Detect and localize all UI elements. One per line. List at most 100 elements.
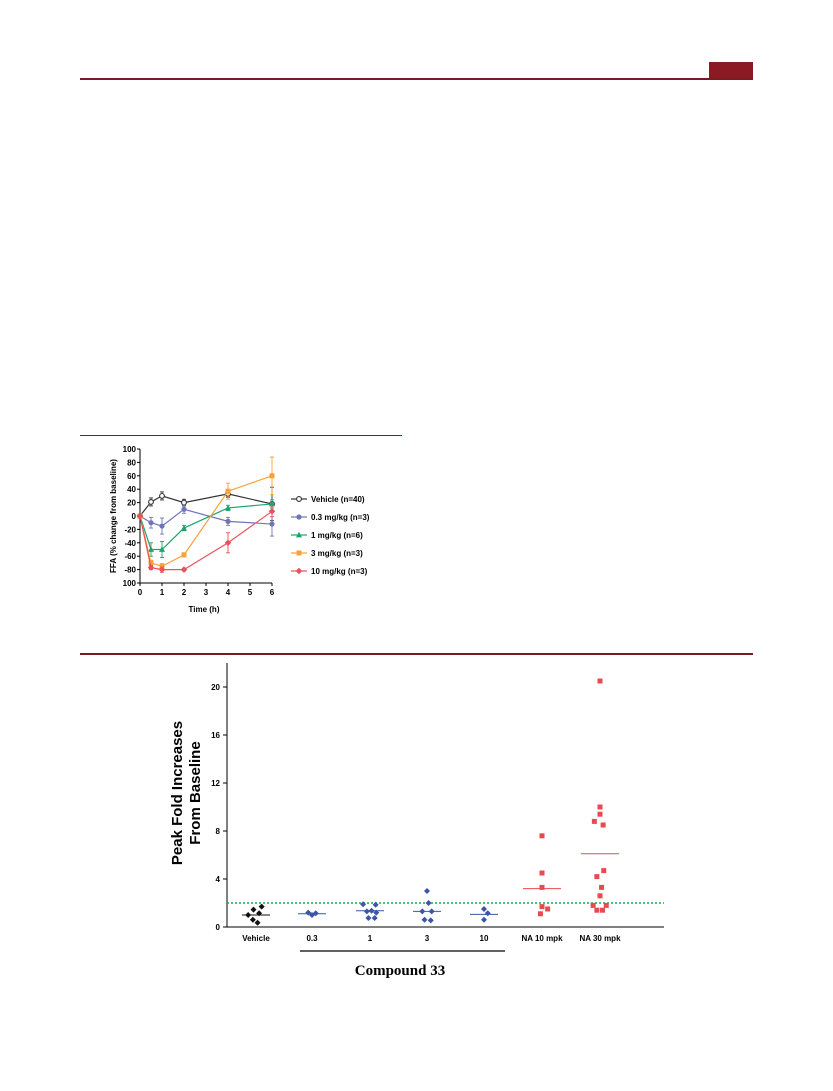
data-point xyxy=(225,518,231,524)
legend-marker xyxy=(296,531,302,538)
series-line xyxy=(139,493,273,517)
y-tick-label: 60 xyxy=(127,472,136,481)
data-point xyxy=(268,508,276,515)
figure2-top-rule xyxy=(80,653,753,655)
y-tick-label: 12 xyxy=(211,779,220,788)
group-5 xyxy=(523,833,561,917)
data-point xyxy=(600,822,606,828)
data-point xyxy=(481,906,487,912)
data-point xyxy=(597,804,603,810)
data-point xyxy=(250,906,257,913)
data-point xyxy=(590,902,596,908)
x-tick-label: 1 xyxy=(160,588,165,597)
data-point xyxy=(537,911,543,917)
data-point xyxy=(601,868,607,874)
header-rule xyxy=(80,78,753,80)
legend-label: 1 mg/kg (n=6) xyxy=(311,531,363,540)
data-point xyxy=(365,915,372,921)
header-tab xyxy=(709,62,753,78)
y-tick-label: -20 xyxy=(124,525,136,534)
data-point xyxy=(594,874,600,880)
group-2 xyxy=(356,901,384,921)
y-tick-label: 40 xyxy=(127,485,136,494)
data-point xyxy=(136,512,144,520)
y-tick-label: -60 xyxy=(124,552,136,561)
data-point xyxy=(312,910,319,917)
series-line xyxy=(139,503,273,551)
data-point xyxy=(597,893,603,899)
data-point xyxy=(254,919,261,926)
group-6 xyxy=(581,678,619,913)
data-point xyxy=(225,488,231,494)
data-point xyxy=(159,523,165,529)
data-point xyxy=(159,563,165,569)
data-point xyxy=(180,566,188,573)
group-label: Compound 33 xyxy=(355,963,445,979)
category-label: 10 xyxy=(480,934,489,943)
group-0 xyxy=(242,903,270,926)
data-point xyxy=(159,492,165,499)
data-point xyxy=(371,915,378,921)
data-point xyxy=(481,916,487,923)
legend-item-3: 3 mg/kg (n=3) xyxy=(291,549,363,558)
data-point xyxy=(539,833,545,839)
data-point xyxy=(305,909,312,916)
legend-item-0: Vehicle (n=40) xyxy=(291,495,365,504)
data-point xyxy=(148,498,154,505)
data-point xyxy=(594,907,600,913)
data-point xyxy=(427,917,434,924)
legend-marker xyxy=(296,496,302,502)
data-point xyxy=(148,520,154,526)
y-tick-label: 20 xyxy=(127,499,136,508)
x-tick-label: 6 xyxy=(270,588,275,597)
category-label: 3 xyxy=(425,934,430,943)
data-point xyxy=(539,904,545,910)
group-1 xyxy=(298,909,326,918)
x-tick-label: 4 xyxy=(226,588,231,597)
data-point xyxy=(539,870,545,876)
data-point xyxy=(224,539,232,547)
y-tick-label: 16 xyxy=(211,731,220,740)
category-label: 1 xyxy=(368,934,373,943)
y-tick-label: 0 xyxy=(132,512,137,521)
series-3 xyxy=(137,456,275,570)
data-point xyxy=(603,902,609,908)
x-tick-label: 0 xyxy=(138,588,143,597)
legend-label: 3 mg/kg (n=3) xyxy=(311,549,363,558)
category-label: 0.3 xyxy=(306,934,318,943)
data-point xyxy=(425,900,432,906)
x-axis-label: Time (h) xyxy=(189,605,220,614)
y-tick-label: 4 xyxy=(216,875,221,884)
data-point xyxy=(159,546,165,552)
y-tick-label: 8 xyxy=(216,827,221,836)
group-4 xyxy=(470,906,498,923)
data-point xyxy=(148,546,154,552)
data-point xyxy=(545,906,551,912)
data-point xyxy=(158,566,166,573)
y-tick-label: -80 xyxy=(124,566,136,575)
data-point xyxy=(424,888,430,894)
data-point xyxy=(419,908,426,915)
series-line xyxy=(139,475,273,567)
data-point xyxy=(597,811,603,817)
data-point xyxy=(245,912,252,918)
data-point xyxy=(539,884,545,890)
data-point xyxy=(269,473,275,479)
category-label: NA 10 mpk xyxy=(521,934,563,943)
x-tick-label: 5 xyxy=(248,588,253,597)
data-point xyxy=(181,506,187,512)
data-point xyxy=(373,909,380,916)
category-label: NA 30 mpk xyxy=(579,934,621,943)
legend-marker xyxy=(295,567,303,575)
y-tick-label: 0 xyxy=(216,923,221,932)
legend-item-4: 10 mg/kg (n=3) xyxy=(291,567,368,576)
x-tick-label: 2 xyxy=(182,588,187,597)
x-tick-label: 3 xyxy=(204,588,209,597)
legend-marker xyxy=(296,550,302,556)
series-2 xyxy=(137,499,275,558)
legend-label: 0.3 mg/kg (n=3) xyxy=(311,513,370,522)
data-point xyxy=(256,910,263,917)
data-point xyxy=(147,564,155,571)
series-4 xyxy=(136,505,276,573)
